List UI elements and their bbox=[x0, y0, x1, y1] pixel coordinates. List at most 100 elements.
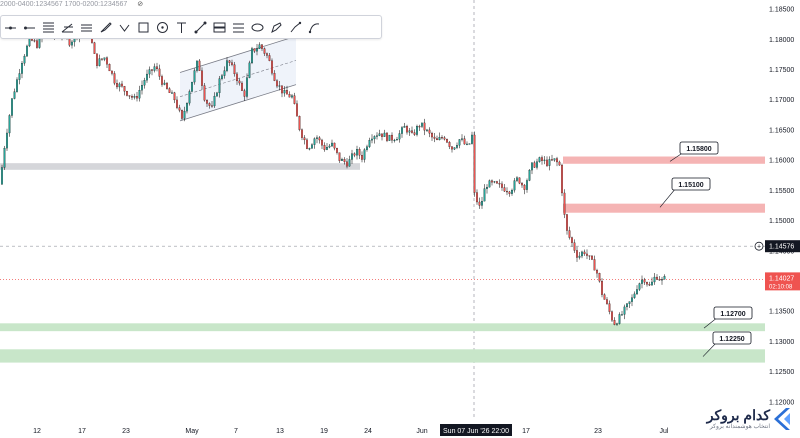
candle-body[interactable] bbox=[258, 44, 261, 49]
candle-body[interactable] bbox=[496, 181, 498, 184]
candle-body[interactable] bbox=[226, 60, 228, 71]
arrow-marker-icon[interactable] bbox=[115, 17, 134, 37]
candle-body[interactable] bbox=[521, 183, 523, 186]
candle-body[interactable] bbox=[348, 159, 351, 167]
candle-body[interactable] bbox=[96, 53, 98, 66]
candle-body[interactable] bbox=[661, 279, 663, 281]
candle-body[interactable] bbox=[156, 66, 158, 70]
horizontal-line-icon[interactable] bbox=[1, 17, 20, 37]
candle-body[interactable] bbox=[176, 99, 178, 108]
channel-bottom-line[interactable] bbox=[179, 84, 297, 122]
candle-body[interactable] bbox=[658, 279, 661, 281]
candle-body[interactable] bbox=[228, 60, 231, 63]
candle-body[interactable] bbox=[158, 68, 161, 77]
candle-body[interactable] bbox=[448, 142, 451, 147]
candle-body[interactable] bbox=[518, 177, 521, 184]
candle-body[interactable] bbox=[618, 314, 621, 324]
candle-body[interactable] bbox=[271, 60, 273, 74]
candle-body[interactable] bbox=[391, 134, 393, 141]
candle-body[interactable] bbox=[223, 70, 226, 76]
candle-body[interactable] bbox=[246, 77, 248, 97]
candle-body[interactable] bbox=[166, 82, 168, 89]
candle-body[interactable] bbox=[253, 48, 256, 52]
candle-body[interactable] bbox=[278, 85, 281, 87]
trend-angle-icon[interactable] bbox=[58, 17, 77, 37]
candle-body[interactable] bbox=[388, 134, 391, 141]
candle-body[interactable] bbox=[261, 44, 263, 49]
candle-body[interactable] bbox=[523, 184, 526, 190]
candle-body[interactable] bbox=[586, 253, 588, 256]
candle-body[interactable] bbox=[503, 187, 506, 192]
curve-icon[interactable] bbox=[305, 17, 324, 37]
candle-body[interactable] bbox=[146, 73, 148, 81]
level-label-box[interactable] bbox=[712, 331, 752, 345]
candle-body[interactable] bbox=[238, 80, 241, 84]
candle-body[interactable] bbox=[426, 129, 428, 131]
candle-body[interactable] bbox=[656, 276, 658, 280]
support-zone-lower[interactable] bbox=[0, 349, 765, 363]
candle-body[interactable] bbox=[188, 91, 191, 104]
candle-body[interactable] bbox=[633, 293, 636, 298]
candle-body[interactable] bbox=[203, 85, 206, 101]
candle-body[interactable] bbox=[193, 70, 196, 83]
candle-body[interactable] bbox=[596, 270, 598, 274]
candle-body[interactable] bbox=[461, 138, 463, 140]
candle-body[interactable] bbox=[328, 145, 331, 148]
candle-body[interactable] bbox=[103, 57, 106, 60]
candle-body[interactable] bbox=[323, 145, 326, 150]
candle-body[interactable] bbox=[33, 40, 36, 42]
candle-body[interactable] bbox=[338, 152, 341, 161]
circle-icon[interactable] bbox=[153, 17, 172, 37]
candle-body[interactable] bbox=[191, 81, 193, 92]
candle-body[interactable] bbox=[311, 144, 313, 149]
candle-body[interactable] bbox=[431, 133, 433, 138]
candle-body[interactable] bbox=[333, 142, 336, 149]
candle-body[interactable] bbox=[468, 143, 471, 145]
candle-body[interactable] bbox=[296, 103, 298, 117]
candle-body[interactable] bbox=[558, 161, 561, 166]
candle-body[interactable] bbox=[141, 85, 143, 91]
candle-body[interactable] bbox=[213, 95, 216, 107]
candle-body[interactable] bbox=[551, 159, 553, 161]
candle-body[interactable] bbox=[218, 78, 221, 94]
rectangle-icon[interactable] bbox=[134, 17, 153, 37]
candle-body[interactable] bbox=[488, 180, 491, 188]
candle-body[interactable] bbox=[628, 301, 631, 304]
candle-body[interactable] bbox=[126, 91, 128, 96]
candle-body[interactable] bbox=[451, 146, 453, 150]
candle-body[interactable] bbox=[548, 159, 551, 166]
candle-body[interactable] bbox=[361, 155, 363, 160]
candle-body[interactable] bbox=[161, 76, 163, 85]
candle-body[interactable] bbox=[433, 136, 436, 139]
candle-body[interactable] bbox=[206, 100, 208, 104]
candle-body[interactable] bbox=[196, 60, 198, 71]
candles-layer[interactable] bbox=[1, 18, 666, 326]
candle-body[interactable] bbox=[313, 138, 316, 145]
candle-body[interactable] bbox=[626, 303, 628, 308]
candle-body[interactable] bbox=[491, 180, 493, 183]
candle-body[interactable] bbox=[406, 126, 408, 133]
candle-body[interactable] bbox=[408, 130, 411, 133]
candle-body[interactable] bbox=[71, 41, 73, 46]
candle-body[interactable] bbox=[578, 255, 581, 258]
candle-body[interactable] bbox=[248, 62, 251, 78]
candle-body[interactable] bbox=[588, 255, 591, 257]
candle-body[interactable] bbox=[641, 279, 643, 284]
candle-body[interactable] bbox=[341, 159, 343, 161]
candle-body[interactable] bbox=[356, 149, 358, 156]
candle-body[interactable] bbox=[383, 132, 386, 137]
candle-body[interactable] bbox=[371, 138, 373, 141]
candle-body[interactable] bbox=[173, 92, 176, 101]
candle-body[interactable] bbox=[128, 95, 131, 97]
candle-body[interactable] bbox=[616, 323, 618, 325]
candle-body[interactable] bbox=[113, 73, 116, 84]
candle-body[interactable] bbox=[236, 73, 238, 82]
candle-body[interactable] bbox=[438, 137, 441, 141]
candle-body[interactable] bbox=[631, 297, 633, 302]
candle-body[interactable] bbox=[26, 45, 28, 57]
candle-body[interactable] bbox=[466, 143, 468, 145]
candle-body[interactable] bbox=[648, 284, 651, 286]
candle-body[interactable] bbox=[401, 127, 403, 134]
channel-drawing[interactable] bbox=[179, 35, 297, 122]
candle-body[interactable] bbox=[178, 107, 181, 111]
